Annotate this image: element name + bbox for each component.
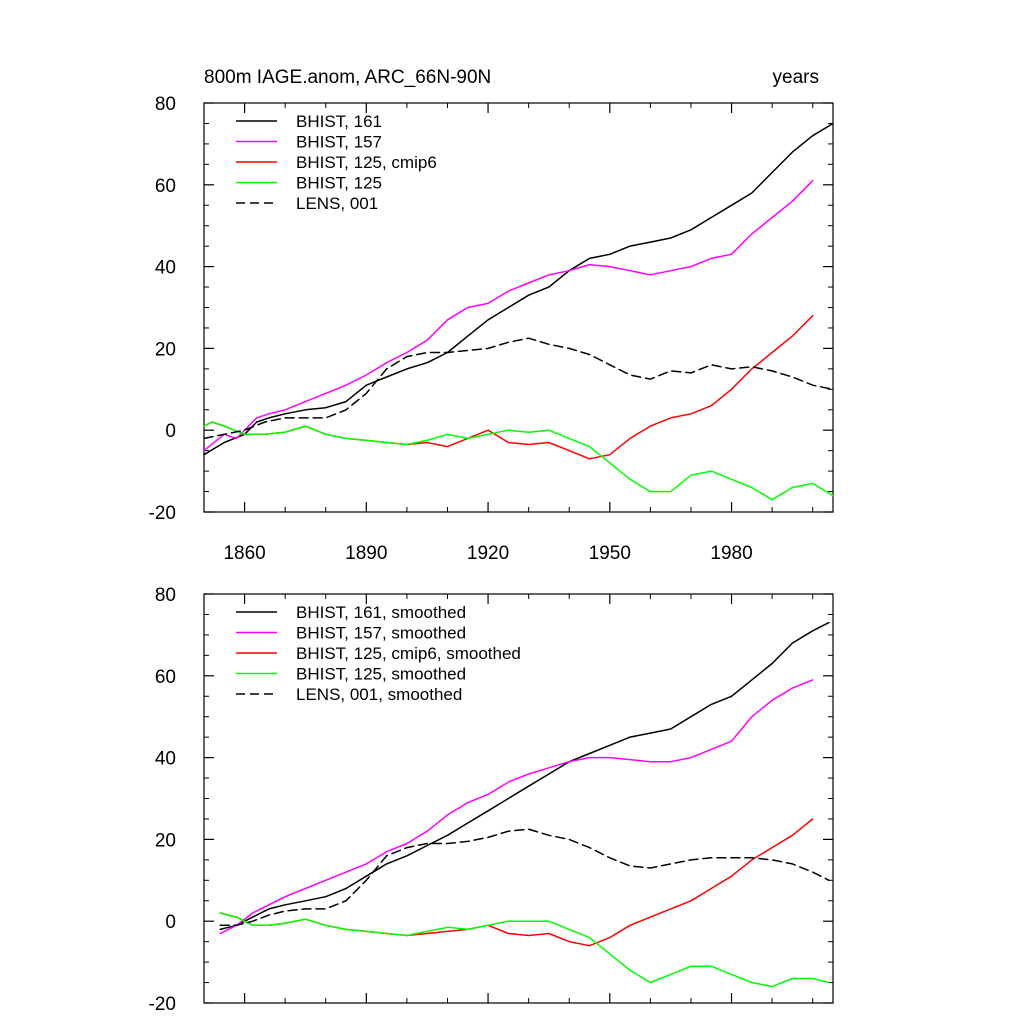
x-tick-label: 1860 [223, 543, 265, 564]
y-tick-label: 0 [165, 421, 176, 442]
legend-label: BHIST, 157, smoothed [296, 624, 466, 643]
series-line [203, 314, 814, 460]
y-tick-label: 60 [155, 667, 176, 688]
series-line [219, 679, 814, 935]
bottom-panel: -20 0 20 40 60 80 BHIST, 161, smoothed BHIST, 1… [149, 585, 834, 1015]
series-line [203, 122, 834, 456]
y-tick-label: 80 [155, 94, 176, 115]
legend-label: BHIST, 125 [296, 174, 382, 193]
y-tick-label: 20 [155, 339, 176, 360]
x-tick-label: 1950 [589, 543, 631, 564]
series-line [203, 421, 834, 501]
series-line [219, 818, 814, 947]
legend-label: LENS, 001 [296, 194, 378, 213]
y-tick-label: 20 [155, 830, 176, 851]
y-tick-label: 40 [155, 258, 176, 279]
legend-label: LENS, 001, smoothed [296, 685, 462, 704]
x-tick-label: 1920 [467, 543, 509, 564]
legend-label: BHIST, 161 [296, 112, 382, 131]
series-line [203, 179, 814, 452]
series-line [219, 828, 830, 927]
legend-label: BHIST, 161, smoothed [296, 603, 466, 622]
y-tick-label: 0 [165, 912, 176, 933]
chart-title: 800m IAGE.anom, ARC_66N-90N [204, 67, 491, 88]
series-line [203, 337, 834, 440]
top-panel: -20 0 20 40 60 80 1860 1890 1920 1950 1980 BHIST, 1… [149, 94, 834, 564]
chart-units-label: years [773, 67, 819, 88]
series-line [219, 912, 830, 988]
x-tick-label: 1890 [345, 543, 387, 564]
x-tick-label: 1980 [710, 543, 752, 564]
series-line [219, 621, 830, 931]
y-tick-label: -20 [149, 503, 176, 524]
y-tick-label: 80 [155, 585, 176, 606]
legend-label: BHIST, 125, cmip6, smoothed [296, 644, 521, 663]
legend-label: BHIST, 125, smoothed [296, 665, 466, 684]
y-tick-label: 60 [155, 176, 176, 197]
legend-label: BHIST, 125, cmip6 [296, 153, 437, 172]
y-tick-label: -20 [149, 994, 176, 1015]
y-tick-label: 40 [155, 749, 176, 770]
legend-label: BHIST, 157 [296, 133, 382, 152]
